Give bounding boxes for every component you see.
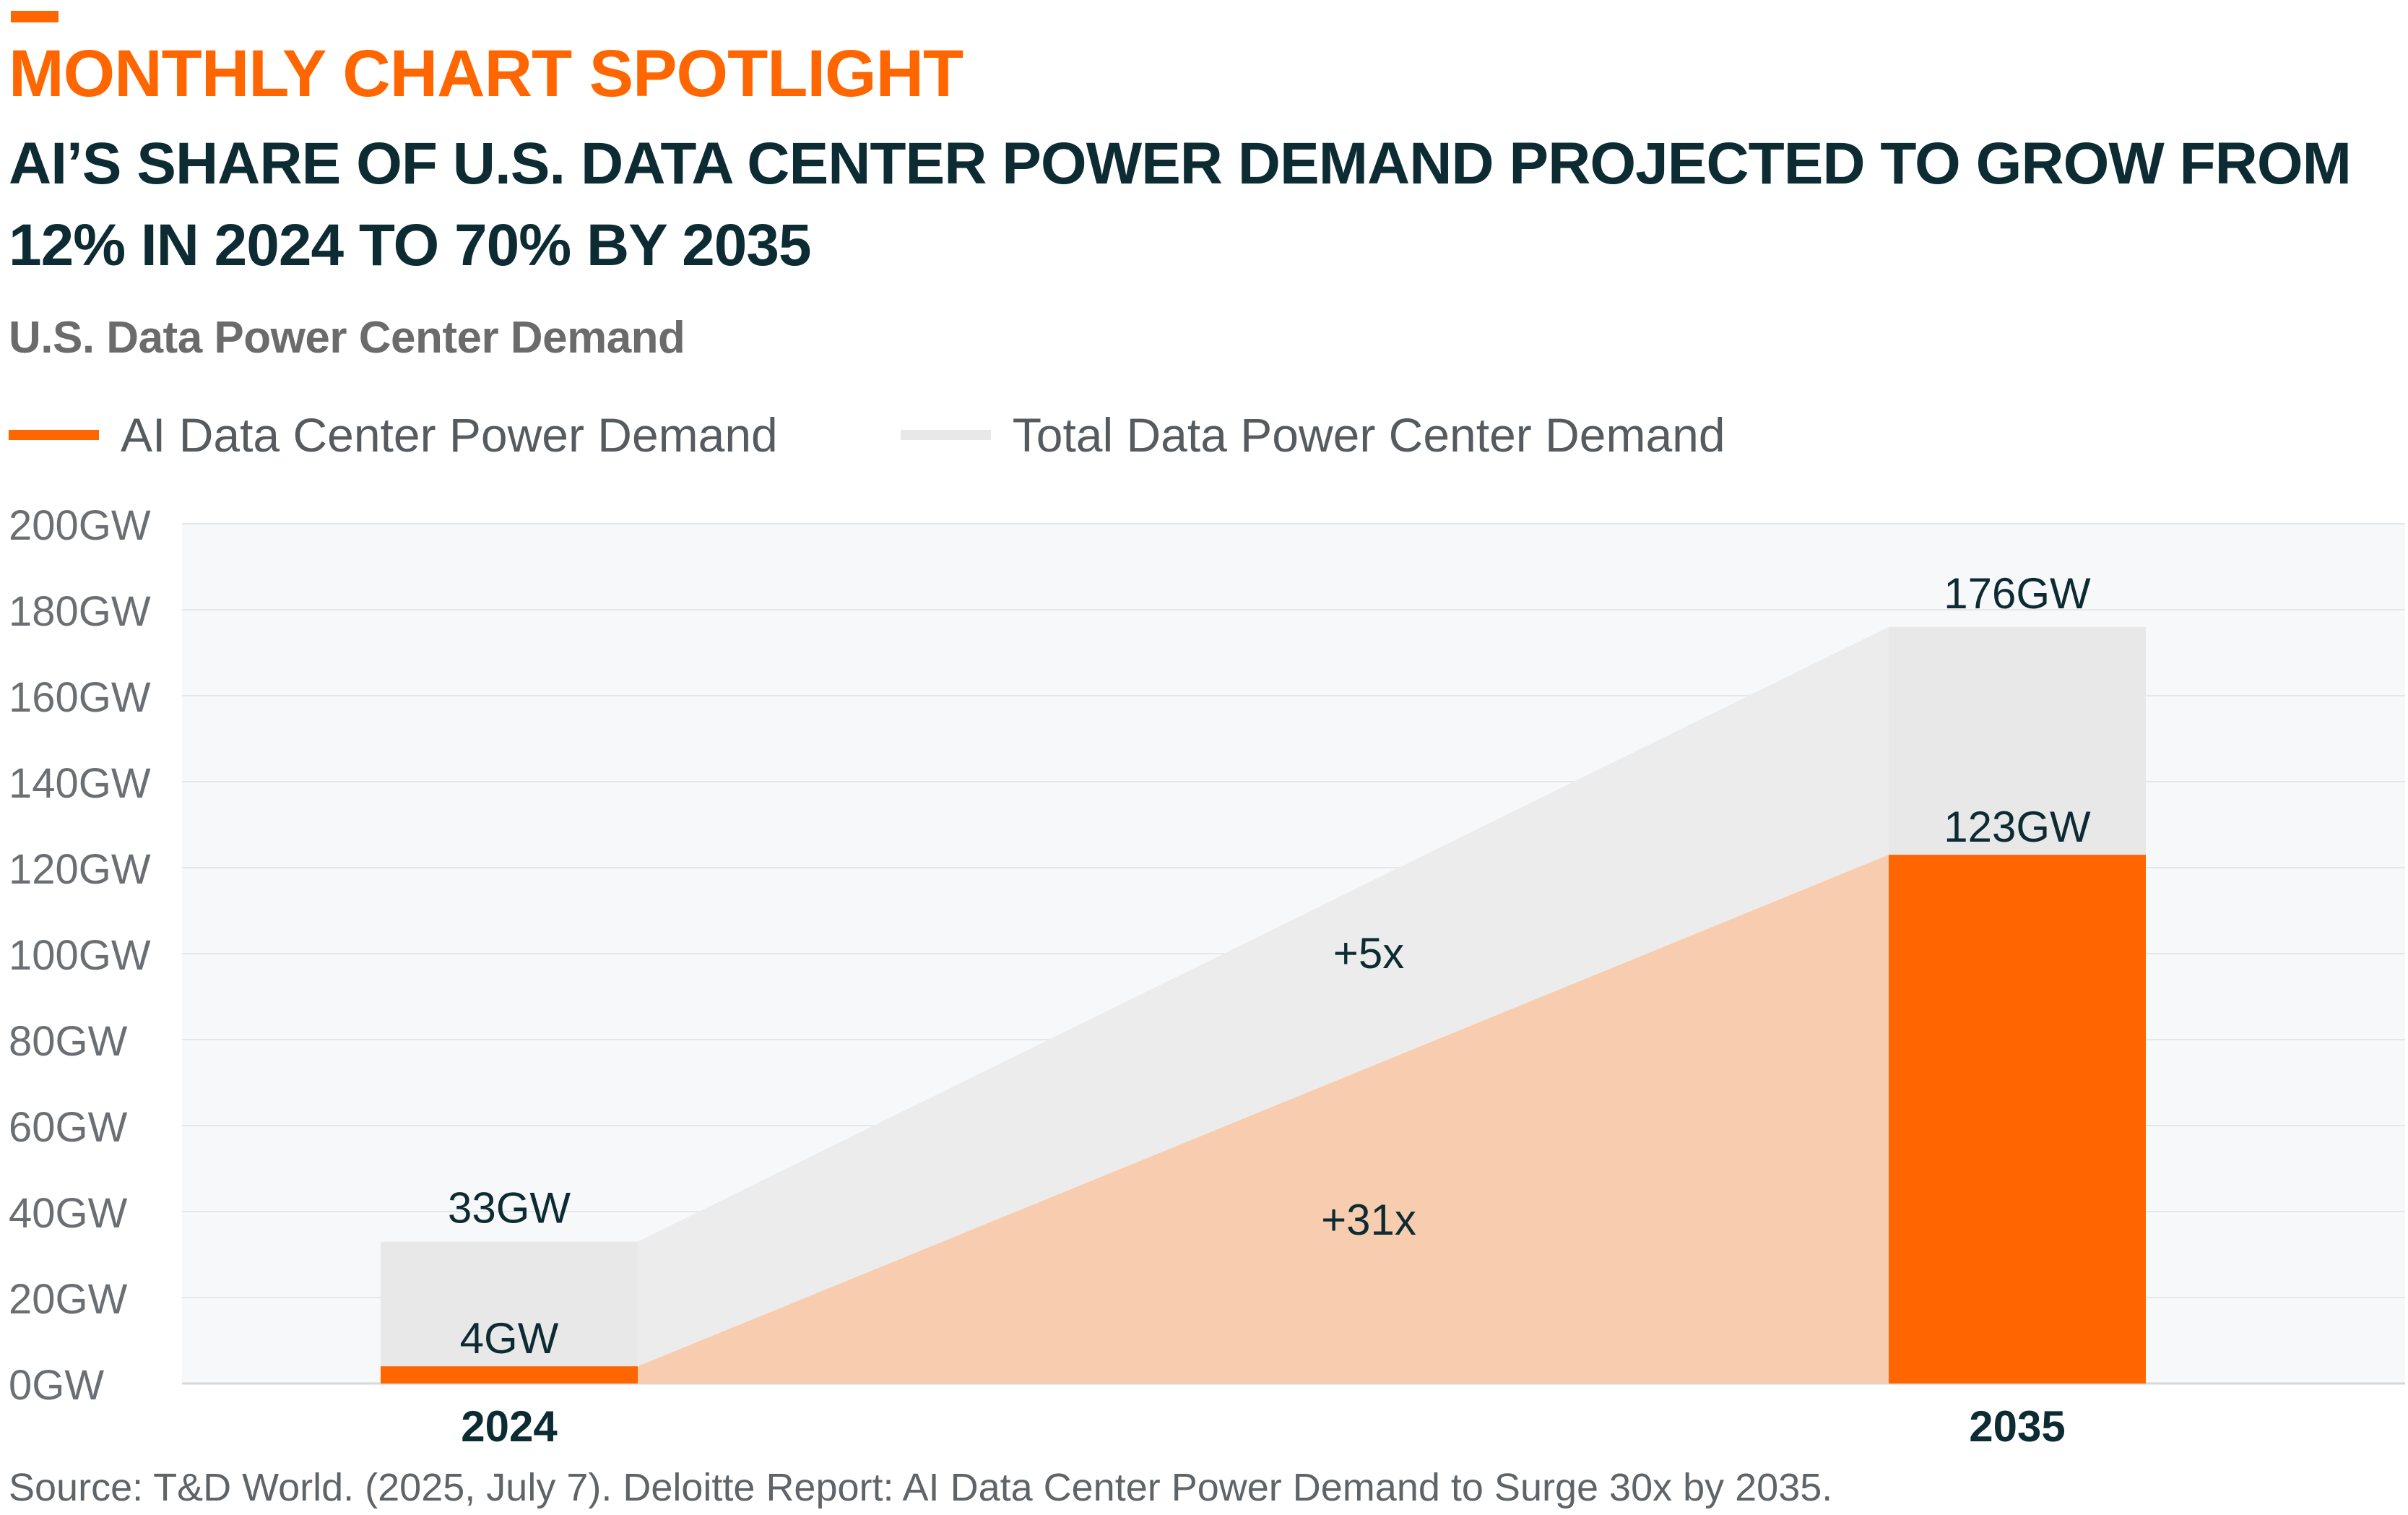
total-value-label-2024: 33GW — [448, 1184, 571, 1233]
legend-swatch-ai — [9, 430, 99, 440]
spotlight-title: MONTHLY CHART SPOTLIGHT — [9, 37, 963, 111]
legend-item-total: Total Data Power Center Demand — [900, 407, 1725, 462]
demand-chart: 0GW 20GW 40GW 60GW 80GW 100GW 120GW 140GW 160GW 1… — [9, 502, 2405, 1451]
y-tick-label: 160GW — [9, 674, 151, 721]
total-value-label-2035: 176GW — [1944, 569, 2091, 618]
ai-bar-2024 — [381, 1366, 638, 1384]
legend-label-ai: AI Data Center Power Demand — [121, 408, 778, 462]
x-tick-label-2024: 2024 — [461, 1402, 558, 1451]
headline: AI’S SHARE OF U.S. DATA CENTER POWER DEM… — [9, 131, 2352, 279]
y-tick-label: 100GW — [9, 932, 151, 979]
growth-annotation-total: +5x — [1333, 929, 1404, 977]
legend-swatch-total — [900, 430, 991, 440]
y-tick-label: 40GW — [9, 1190, 128, 1237]
accent-bar — [11, 11, 59, 22]
ai-value-label-2024: 4GW — [460, 1314, 559, 1363]
y-tick-label: 80GW — [9, 1018, 128, 1065]
source-note: Source: T&D World. (2025, July 7). Deloi… — [9, 1466, 1833, 1509]
total-growth-band — [638, 626, 1889, 1367]
chart-legend: AI Data Center Power Demand Total Data P… — [9, 406, 1848, 464]
y-tick-label: 60GW — [9, 1104, 128, 1151]
y-tick-label: 120GW — [9, 846, 151, 893]
y-tick-label: 20GW — [9, 1276, 128, 1323]
ai-value-label-2035: 123GW — [1944, 803, 2091, 851]
y-tick-label: 200GW — [9, 502, 151, 549]
total-bar-2024 — [381, 1241, 638, 1384]
y-tick-label: 140GW — [9, 760, 151, 807]
legend-item-ai: AI Data Center Power Demand — [9, 407, 778, 462]
x-tick-label-2035: 2035 — [1969, 1402, 2065, 1451]
y-tick-label: 180GW — [9, 588, 151, 635]
chart-subtitle: U.S. Data Power Center Demand — [9, 313, 685, 363]
growth-annotation-ai: +31x — [1321, 1196, 1416, 1244]
legend-label-total: Total Data Power Center Demand — [1012, 408, 1725, 462]
y-tick-label: 0GW — [9, 1362, 104, 1409]
ai-growth-band — [638, 855, 1889, 1384]
ai-bar-2035 — [1889, 855, 2146, 1384]
